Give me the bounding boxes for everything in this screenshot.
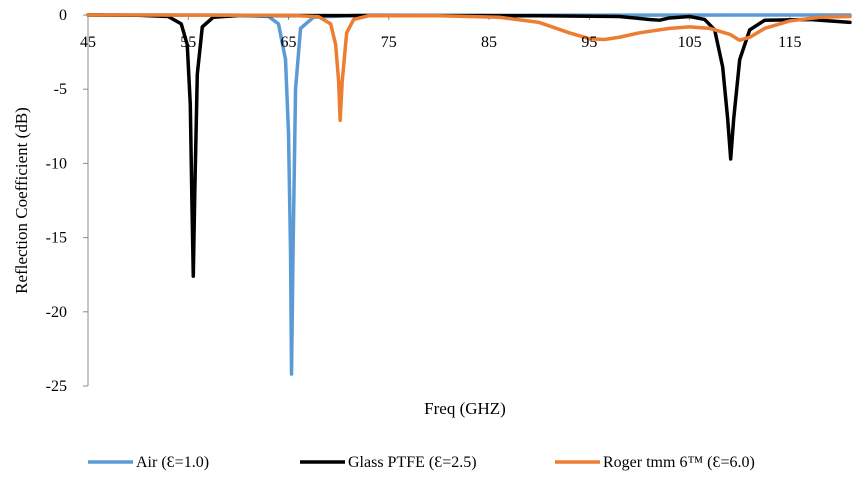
x-axis-title: Freq (GHZ)	[424, 399, 506, 418]
y-tick-label: -20	[46, 304, 67, 321]
legend-label-0: Air (Ɛ=1.0)	[136, 454, 209, 471]
y-tick-label: -10	[46, 155, 67, 172]
series-line-2	[86, 13, 852, 123]
y-tick-label: -15	[46, 230, 67, 247]
x-tick-label: 65	[281, 34, 297, 51]
x-tick-label: 105	[678, 34, 702, 51]
x-tick-label: 45	[80, 34, 96, 51]
y-tick-label: -25	[46, 378, 67, 395]
legend-label-2: Roger tmm 6™ (Ɛ=6.0)	[603, 454, 755, 471]
x-tick-label: 85	[481, 34, 497, 51]
x-tick-labels: 45 55 65 75 85 95 105 115	[80, 34, 802, 51]
legend-label-1: Glass PTFE (Ɛ=2.5)	[348, 454, 477, 471]
x-tick-label: 95	[581, 34, 597, 51]
y-tick-label: 0	[59, 7, 67, 24]
x-tick-label: 75	[381, 34, 397, 51]
x-tick-label: 55	[180, 34, 196, 51]
legend: Air (Ɛ=1.0) Glass PTFE (Ɛ=2.5) Roger tmm 6…	[88, 454, 755, 471]
y-tick-label: -5	[54, 81, 67, 98]
y-axis-title: Reflection Coefficient (dB)	[12, 107, 31, 294]
series-line-1	[86, 13, 852, 278]
x-tick-label: 115	[778, 34, 801, 51]
plot-area	[86, 13, 852, 376]
y-tick-labels: 0 -5 -10 -15 -20 -25	[46, 7, 67, 395]
series-line-0	[86, 13, 852, 376]
